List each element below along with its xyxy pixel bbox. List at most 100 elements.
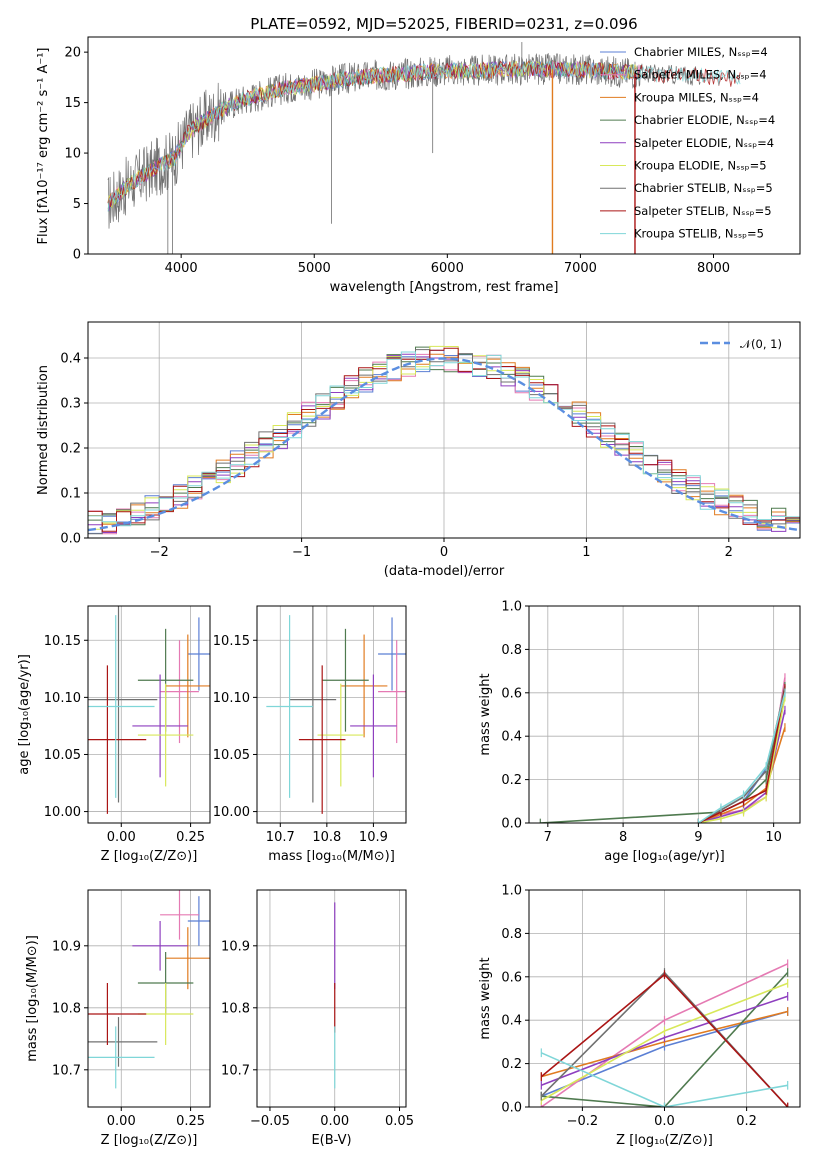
series-line-salpeter_stelib [698,688,786,823]
x-tick-label: 0.25 [176,1114,205,1129]
y-tick-label: 0.2 [501,1057,522,1072]
x-tick-label: 2 [725,545,733,560]
y-tick-label: 0.0 [501,1101,522,1116]
y-tick-label: 10.10 [44,691,81,706]
y-axis-label: mass weight [478,673,493,755]
y-tick-label: 10.05 [44,748,81,763]
x-tick-label: 10.8 [312,830,341,845]
x-tick-label: −2 [150,545,169,560]
x-tick-label: 7 [544,830,552,845]
x-axis-label: Z [log₁₀(Z/Z⊙)] [616,1133,713,1148]
axes-frame [528,605,801,824]
y-tick-label: 10.8 [221,1001,250,1016]
x-tick-label: 7000 [564,261,597,276]
panel-age-vs-mass: 10.7 10.8 10.9 10.00 10.05 10.10 10.15 mass [lo… [213,605,407,864]
x-tick-label: 9 [694,830,702,845]
x-tick-label: 0.00 [320,1114,349,1129]
y-tick-label: 0.3 [60,397,81,412]
x-tick-label: 8000 [697,261,730,276]
axes-frame [256,605,407,824]
x-tick-label: 1 [582,545,590,560]
y-tick-label: 10.10 [213,691,250,706]
y-axis-label: mass weight [478,957,493,1039]
y-tick-label: 10.05 [213,748,250,763]
y-tick-label: 0.6 [501,686,522,701]
axes-frame [256,889,407,1108]
panel-mass-vs-Z: 0.00 0.25 10.7 10.8 10.9 Z [log₁₀(Z/Z⊙)] [52,889,211,1148]
y-tick-label: 15 [64,96,81,111]
legend-label: Chabrier MILES, Nₛₛₚ=4 [634,45,768,59]
plot-area [539,673,786,823]
normal-curve [88,357,798,532]
y-tick-label: 0.2 [60,442,81,457]
panel-mass-vs-ebv: −0.05 0.00 0.05 10.7 10.8 10.9 E(B-V) [221,889,414,1148]
axes-frame [87,36,801,255]
chart-title: PLATE=0592, MJD=52025, FIBERID=0231, z=0… [250,15,637,33]
panel-weight-vs-age: 7 8 9 10 0.0 0.2 0.4 0.6 0.8 1.0 age [log₁₀(age/yr… [501,600,801,864]
y-tick-label: 10.7 [221,1063,250,1078]
legend-label: Kroupa MILES, Nₛₛₚ=4 [634,90,759,104]
panel-weight-vs-Z: −0.2 0.0 0.2 0.0 0.2 0.4 0.6 0.8 1.0 Z [log₁₀(Z/Z… [501,884,801,1148]
axes-frame [528,889,801,1108]
plot-area [88,606,210,814]
x-tick-label: 8 [619,830,627,845]
legend: 𝒩(0, 1) [700,337,782,351]
plot-area [88,345,800,538]
x-tick-label: 0.25 [176,830,205,845]
y-axis-label: age [log₁₀(age/yr)] [17,654,32,775]
x-tick-label: 0 [440,545,448,560]
histogram-kroupa_stelib [88,351,800,538]
x-tick-label: −0.05 [250,1114,290,1129]
x-tick-label: 10.9 [359,830,388,845]
x-tick-label: 0.00 [107,830,136,845]
x-axis-label: age [log₁₀(age/yr)] [604,849,725,864]
series-line-kroupa_stelib [540,1052,788,1107]
x-axis-label: wavelength [Angstrom, rest frame] [330,280,559,295]
y-tick-label: 0.6 [501,970,522,985]
legend-label: Chabrier ELODIE, Nₛₛₚ=4 [634,113,775,127]
y-tick-label: 10.15 [213,634,250,649]
y-axis-label: mass [log₁₀(M/M⊙)] [25,935,40,1062]
panel-residuals: −2 −1 0 1 2 0.0 0.1 0.2 0.3 0.4 (data-model)/error [60,321,801,579]
y-tick-label: 10.8 [52,1001,81,1016]
y-tick-label: 0.4 [60,352,81,367]
x-axis-label: mass [log₁₀(M/M⊙)] [268,849,395,864]
series-line-chabrier_elodie [541,971,789,1107]
plot-area [540,959,789,1107]
plot-area [107,42,741,254]
y-axis-label: Flux [fλ10⁻¹⁷ erg cm⁻² s⁻¹ A⁻¹] [36,48,51,245]
y-tick-label: 10.00 [44,805,81,820]
y-tick-label: 0.4 [501,1014,522,1029]
x-axis-label: (data-model)/error [384,564,505,579]
legend-label: Salpeter ELODIE, Nₛₛₚ=4 [634,136,774,150]
legend-label: Salpeter STELIB, Nₛₛₚ=5 [634,204,772,218]
y-tick-label: 5 [73,197,81,212]
legend-label: Kroupa ELODIE, Nₛₛₚ=5 [634,159,767,173]
axes-frame [87,321,801,539]
x-axis-label: Z [log₁₀(Z/Z⊙)] [101,849,198,864]
legend: Chabrier MILES, Nₛₛₚ=4 Salpeter MILES, Nₛ… [600,45,775,241]
plot-area [266,606,406,814]
y-tick-label: 1.0 [501,600,522,615]
legend-label: Kroupa STELIB, Nₛₛₚ=5 [634,227,764,241]
y-tick-label: 0.0 [60,532,81,547]
x-tick-label: 5000 [298,261,331,276]
axes-frame [87,605,211,824]
x-tick-label: −1 [292,545,311,560]
x-tick-label: 0.05 [385,1114,414,1129]
legend-label: 𝒩(0, 1) [740,337,782,351]
y-tick-label: 10.7 [52,1063,81,1078]
legend-label: Chabrier STELIB, Nₛₛₚ=5 [634,181,773,195]
y-axis-label: Normed distribution [36,365,51,495]
x-axis-label: Z [log₁₀(Z/Z⊙)] [101,1133,198,1148]
x-tick-label: 0.0 [654,1114,675,1129]
x-tick-label: 10 [765,830,782,845]
x-tick-label: 10.7 [266,830,295,845]
y-tick-label: 10.15 [44,634,81,649]
y-tick-label: 20 [64,46,81,61]
y-tick-label: 10.9 [221,939,250,954]
y-tick-label: 0 [73,248,81,263]
x-tick-label: 0.00 [107,1114,136,1129]
x-tick-label: 0.2 [736,1114,757,1129]
